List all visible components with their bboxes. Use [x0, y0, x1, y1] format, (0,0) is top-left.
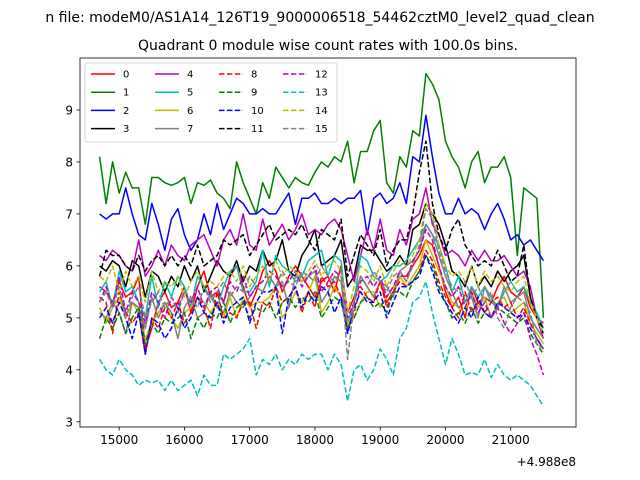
- y-tick-label: 4: [65, 363, 73, 377]
- legend-label-15: 15: [315, 124, 328, 135]
- legend-label-1: 1: [123, 88, 129, 99]
- y-tick-label: 7: [65, 207, 73, 221]
- series-line-11: [98, 140, 545, 329]
- legend-label-14: 14: [315, 106, 328, 117]
- legend-label-3: 3: [123, 124, 129, 135]
- x-tick-label: 20000: [426, 433, 464, 447]
- x-axis: 15000 16000 17000 18000 19000 20000 21000: [100, 427, 530, 447]
- legend-label-7: 7: [187, 124, 193, 135]
- x-tick-label: 15000: [100, 433, 138, 447]
- legend-label-8: 8: [251, 70, 257, 81]
- y-tick-label: 5: [65, 311, 73, 325]
- x-tick-label: 21000: [492, 433, 530, 447]
- x-tick-label: 18000: [296, 433, 334, 447]
- series-line-1: [98, 72, 545, 318]
- x-offset-label: +4.988e8: [517, 455, 576, 469]
- legend-box: [84, 62, 338, 143]
- legend-label-6: 6: [187, 106, 193, 117]
- y-axis: 3 4 5 6 7 8 9: [65, 103, 80, 429]
- legend-label-10: 10: [251, 106, 264, 117]
- y-tick-label: 6: [65, 259, 73, 273]
- series-line-14: [99, 202, 545, 334]
- plot-frame: [79, 57, 577, 428]
- series-line-13: [98, 280, 545, 407]
- legend-label-9: 9: [251, 88, 257, 99]
- y-tick-label: 8: [65, 155, 73, 169]
- legend-label-0: 0: [123, 70, 129, 81]
- x-tick-label: 16000: [165, 433, 203, 447]
- series-line-4: [99, 187, 545, 339]
- legend-label-11: 11: [251, 124, 264, 135]
- y-tick-label: 3: [65, 415, 73, 429]
- legend-label-13: 13: [315, 88, 328, 99]
- series-line-5: [98, 223, 545, 329]
- x-tick-label: 19000: [361, 433, 399, 447]
- series-line-15: [98, 207, 544, 361]
- legend-label-2: 2: [123, 106, 129, 117]
- series-line-12: [98, 228, 545, 376]
- x-tick-label: 17000: [231, 433, 269, 447]
- legend-label-5: 5: [187, 88, 193, 99]
- series-line-10: [98, 254, 545, 355]
- series-line-2: [99, 114, 545, 262]
- legend-label-12: 12: [315, 70, 328, 81]
- chart-title: Quadrant 0 module wise count rates with …: [138, 38, 518, 54]
- y-tick-label: 9: [65, 103, 73, 117]
- legend-label-4: 4: [187, 70, 193, 81]
- suptitle: n file: modeM0/AS1A14_126T19_9000006518_…: [45, 10, 594, 26]
- plot-area: [98, 72, 545, 407]
